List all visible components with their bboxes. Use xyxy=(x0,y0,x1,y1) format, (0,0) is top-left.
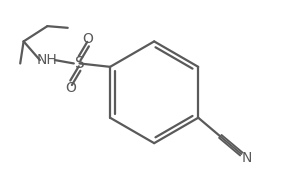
Text: N: N xyxy=(241,151,252,165)
Text: S: S xyxy=(75,56,84,71)
Text: O: O xyxy=(83,32,94,46)
Text: O: O xyxy=(66,81,77,95)
Text: NH: NH xyxy=(37,53,58,67)
